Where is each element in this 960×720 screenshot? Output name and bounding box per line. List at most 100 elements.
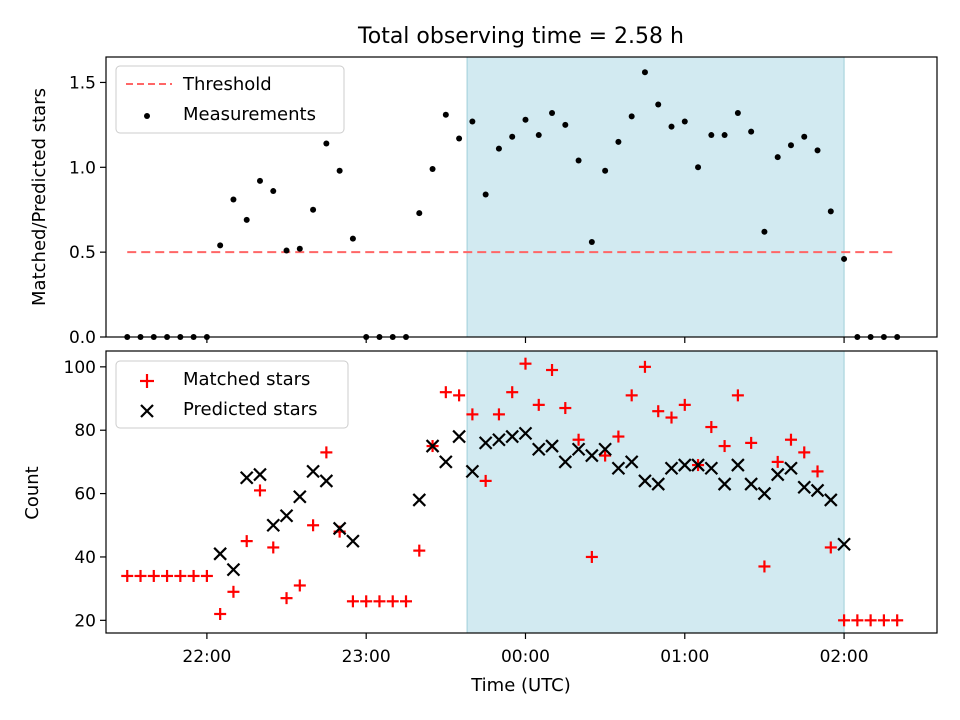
- matched-stars-point: [718, 440, 731, 453]
- matched-stars-point: [824, 541, 837, 554]
- predicted-stars-point: [279, 508, 294, 523]
- measurements-point: [681, 118, 688, 125]
- matched-stars-point: [320, 446, 333, 459]
- matched-stars-point: [519, 357, 532, 370]
- matched-stars-point: [240, 535, 253, 548]
- measurements-point: [575, 157, 582, 164]
- predicted-stars-point: [717, 477, 732, 491]
- measurements-point: [336, 167, 343, 174]
- predicted-stars-point: [797, 480, 812, 495]
- measurements-point: [522, 116, 529, 123]
- y-tick-label: 20: [74, 611, 96, 631]
- top-legend: Threshold Measurements: [115, 65, 345, 134]
- matched-stars-point: [585, 550, 598, 563]
- matched-stars-point: [453, 389, 466, 402]
- legend-threshold-label: Threshold: [182, 74, 272, 95]
- y-tick-label: 80: [74, 421, 96, 441]
- y-tick-label: 0.0: [69, 328, 96, 348]
- predicted-stars-point: [439, 455, 453, 469]
- predicted-stars-point: [598, 442, 612, 457]
- matched-stars-point: [811, 465, 824, 478]
- matched-stars-point: [373, 595, 386, 608]
- predicted-stars-point: [691, 458, 705, 472]
- matched-stars-point: [466, 408, 479, 421]
- predicted-stars-point: [213, 547, 227, 561]
- top-x-axis-ticks: [206, 337, 845, 343]
- matched-stars-point: [705, 421, 718, 434]
- legend-matched-swatch: [140, 374, 154, 388]
- measurements-point: [296, 245, 303, 252]
- predicted-stars-point: [731, 458, 745, 472]
- predicted-stars-point: [558, 455, 573, 469]
- matched-stars-point: [439, 386, 452, 399]
- bottom-shaded-span: [466, 350, 845, 634]
- matched-stars-point: [652, 405, 665, 418]
- matched-stars-point: [798, 446, 811, 459]
- measurements-point: [256, 177, 263, 184]
- measurements-point: [628, 113, 635, 120]
- matched-stars-point: [161, 569, 174, 582]
- predicted-stars-point: [226, 562, 241, 577]
- bottom-y-axis-label: Count: [22, 466, 43, 519]
- matched-stars-point: [346, 595, 359, 608]
- y-tick-label: 1.0: [69, 158, 96, 178]
- predicted-stars-point: [319, 474, 334, 488]
- matched-stars-point: [174, 569, 187, 582]
- y-tick-label: 60: [74, 485, 96, 505]
- matched-stars-point: [599, 449, 612, 462]
- matched-stars-point: [532, 398, 545, 411]
- predicted-stars-point: [744, 477, 758, 491]
- measurements-point: [549, 110, 556, 116]
- measurements-point: [416, 210, 423, 217]
- legend-measurements-label: Measurements: [183, 104, 316, 125]
- y-tick-label: 100: [64, 358, 96, 378]
- measurements-point: [243, 216, 250, 223]
- y-tick-label: 0.5: [69, 243, 96, 263]
- bottom-y-axis-ticks: 20 40 60 80 100: [64, 358, 106, 631]
- predicted-stars-point: [293, 489, 307, 504]
- measurements-point: [562, 121, 569, 128]
- matched-stars-point: [400, 595, 413, 608]
- measurements-point: [509, 133, 516, 140]
- measurements-point: [270, 188, 277, 195]
- measurements-point: [721, 132, 728, 139]
- x-tick-label: 02:00: [820, 647, 869, 667]
- matched-stars-point: [546, 364, 559, 377]
- predicted-stars-point: [452, 429, 466, 444]
- predicted-stars-point: [412, 493, 427, 507]
- matched-stars-point: [413, 544, 426, 557]
- measurements-point: [761, 228, 768, 235]
- matched-stars-point: [492, 408, 505, 421]
- matched-stars-point: [638, 360, 651, 373]
- predicted-stars-point: [505, 429, 519, 444]
- measurements-point: [349, 235, 356, 242]
- measurements-point: [814, 147, 821, 154]
- matched-stars-point: [758, 560, 771, 573]
- predicted-stars-point: [651, 477, 666, 491]
- measurements-point: [283, 247, 290, 254]
- predicted-stars-point: [678, 458, 692, 472]
- predicted-stars-point: [624, 455, 639, 469]
- predicted-stars-point: [492, 432, 506, 447]
- legend-predicted-label: Predicted stars: [183, 399, 317, 420]
- bottom-legend-box: [115, 360, 349, 429]
- matched-stars-point: [227, 585, 240, 598]
- measurements-point: [841, 255, 848, 262]
- matched-stars-point: [838, 614, 851, 627]
- measurements-point: [217, 242, 224, 249]
- legend-predicted-swatch: [140, 404, 154, 418]
- predicted-stars-point: [465, 464, 480, 479]
- matched-stars-point: [134, 569, 147, 582]
- measurements-point: [429, 166, 436, 172]
- y-tick-label: 1.5: [69, 73, 96, 93]
- bottom-series-layer: [121, 357, 904, 627]
- predicted-stars-point: [611, 461, 626, 476]
- matched-stars-point: [479, 474, 492, 487]
- predicted-stars-point: [239, 470, 254, 485]
- measurements-point: [695, 164, 702, 171]
- predicted-stars-point: [810, 483, 825, 498]
- measurements-point: [310, 206, 317, 213]
- measurements-point: [469, 118, 476, 125]
- measurements-point: [495, 145, 502, 152]
